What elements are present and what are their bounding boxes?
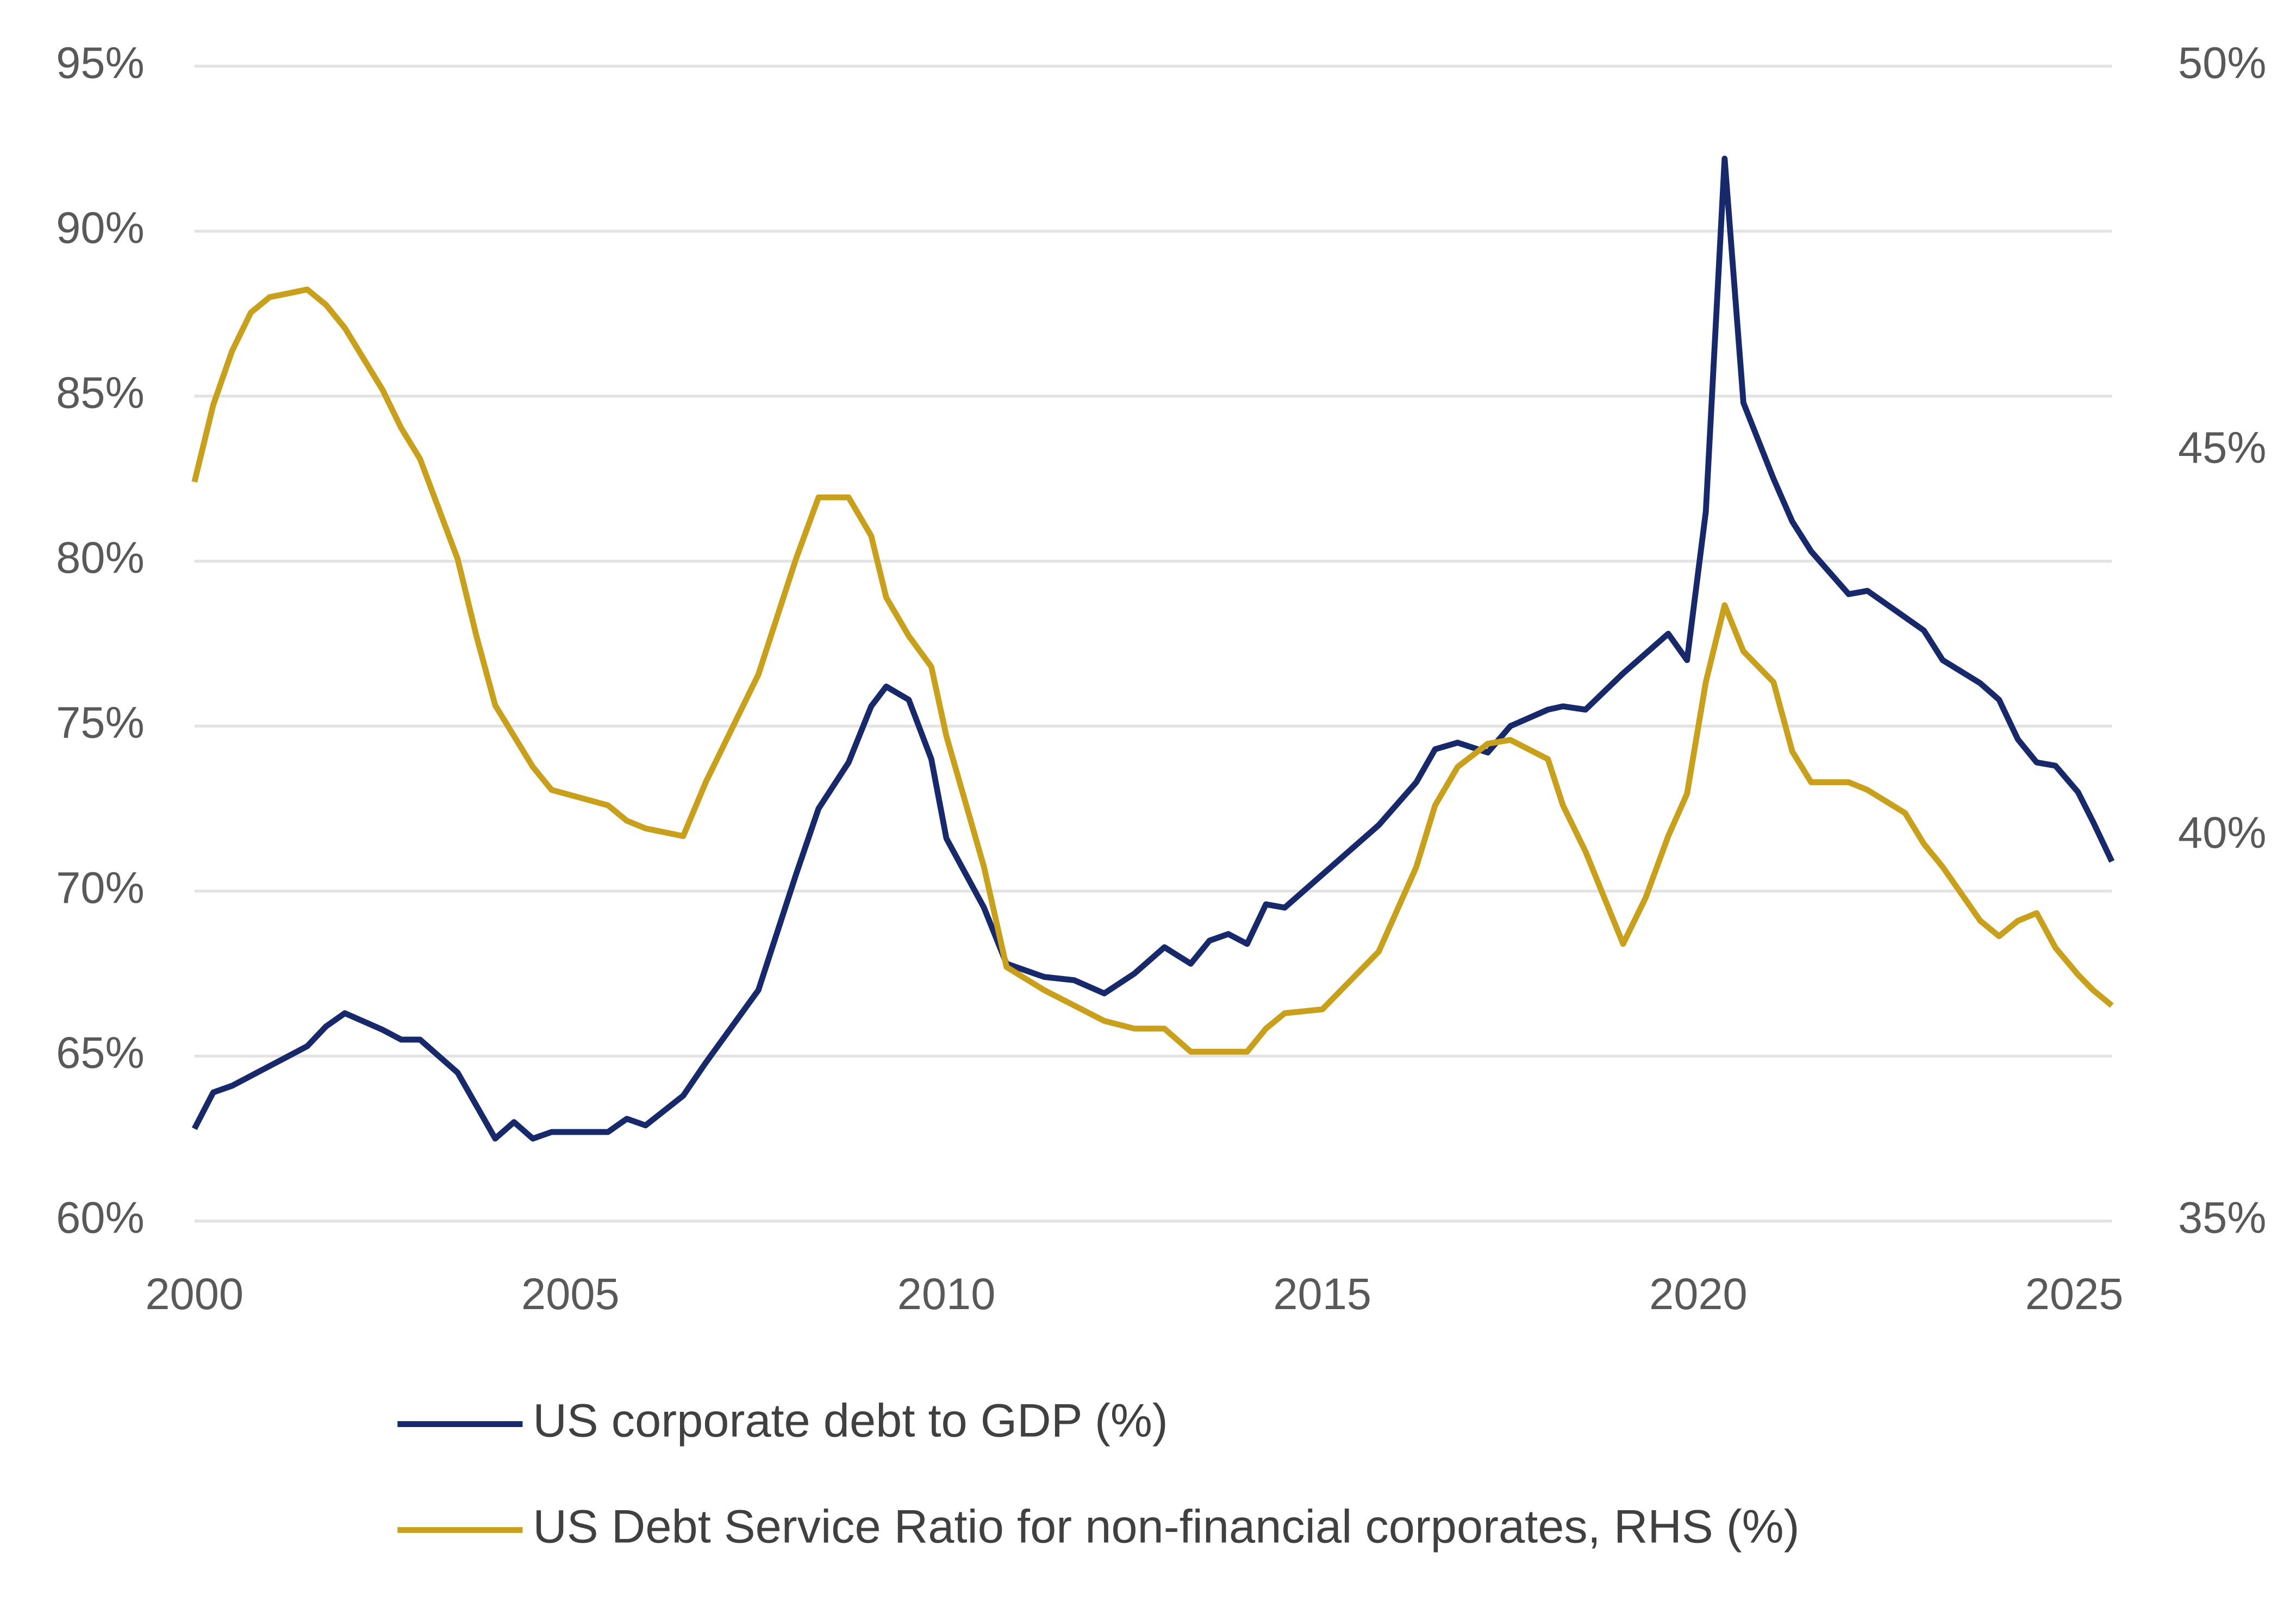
series-line — [191, 286, 2114, 1055]
y-tick-label: 90% — [56, 203, 145, 253]
y-tick-label: 95% — [56, 38, 145, 87]
y2-tick-label: 50% — [2178, 38, 2267, 87]
x-tick-label: 2025 — [2025, 1269, 2124, 1319]
y-tick-label: 80% — [56, 533, 145, 583]
y2-tick-label: 45% — [2178, 423, 2267, 473]
legend-text: US corporate debt to GDP (%) — [533, 1394, 1168, 1447]
x-tick-label: 2010 — [897, 1269, 996, 1319]
y-tick-label: 75% — [56, 698, 145, 748]
y-tick-label: 70% — [56, 863, 145, 912]
y2-tick-label: 40% — [2178, 808, 2267, 858]
series-line — [191, 155, 2115, 1142]
y-tick-label: 85% — [56, 368, 145, 417]
x-tick-label: 2000 — [145, 1269, 244, 1319]
y-tick-label: 65% — [56, 1028, 145, 1078]
y-tick-label: 60% — [56, 1193, 145, 1242]
x-tick-label: 2015 — [1273, 1269, 1371, 1319]
x-tick-label: 2020 — [1649, 1269, 1748, 1319]
x-tick-label: 2005 — [521, 1269, 620, 1319]
y2-tick-label: 35% — [2178, 1193, 2267, 1242]
legend-text: US Debt Service Ratio for non-financial … — [533, 1500, 1799, 1553]
